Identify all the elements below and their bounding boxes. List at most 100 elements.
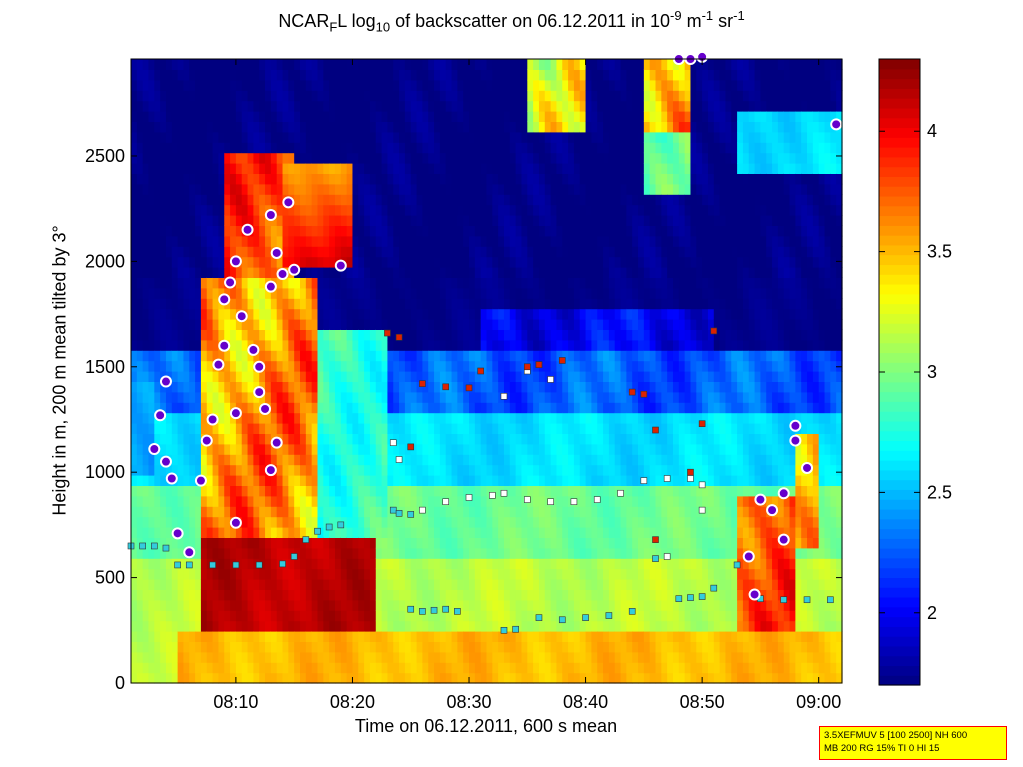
heatmap-cell [183, 152, 190, 164]
heatmap-cell [136, 163, 144, 174]
heatmap-cell [422, 464, 429, 476]
heatmap-cell [585, 495, 592, 507]
heatmap-cell [527, 381, 534, 393]
heatmap-cell [544, 329, 552, 341]
heatmap-cell [585, 631, 592, 642]
heatmap-cell [177, 579, 185, 590]
heatmap-cell [550, 256, 558, 268]
heatmap-cell [404, 79, 412, 91]
heatmap-cell [480, 79, 488, 91]
heatmap-cell [165, 131, 173, 143]
heatmap-cell [463, 90, 470, 102]
heatmap-cell [276, 225, 284, 237]
heatmap-cell [585, 672, 592, 684]
heatmap-cell [288, 579, 295, 590]
heatmap-cell [253, 267, 260, 278]
heatmap-cell [375, 183, 383, 195]
heatmap-cell [329, 339, 336, 351]
heatmap-cell [381, 610, 389, 622]
heatmap-cell [416, 662, 423, 674]
heatmap-cell [556, 475, 563, 486]
heatmap-cell [503, 371, 511, 382]
heatmap-cell [492, 402, 499, 414]
heatmap-cell [177, 225, 185, 237]
heatmap-cell [480, 131, 488, 143]
heatmap-cell [533, 454, 540, 466]
heatmap-cell [469, 194, 476, 206]
heatmap-cell [305, 433, 313, 445]
heatmap-cell [515, 277, 523, 289]
heatmap-cell [521, 527, 528, 538]
heatmap-cell [235, 620, 243, 632]
heatmap-cell [457, 319, 464, 330]
heatmap-cell [346, 402, 354, 414]
heatmap-cell [305, 610, 313, 622]
heatmap-cell [486, 308, 493, 320]
heatmap-cell [573, 111, 581, 122]
heatmap-cell [480, 308, 488, 320]
heatmap-cell [177, 672, 185, 684]
heatmap-cell [171, 235, 179, 247]
heatmap-cell [399, 183, 406, 195]
heatmap-cell [544, 579, 552, 590]
heatmap-cell [445, 537, 453, 549]
heatmap-cell [445, 287, 453, 299]
heatmap-cell [492, 277, 499, 289]
heatmap-cell [434, 339, 441, 351]
heatmap-cell [404, 412, 412, 424]
heatmap-cell [410, 568, 418, 580]
heatmap-cell [136, 79, 144, 91]
heatmap-cell [428, 121, 435, 133]
heatmap-cell [136, 402, 144, 414]
heatmap-cell [515, 59, 523, 70]
heatmap-cell [329, 215, 336, 226]
heatmap-cell [538, 90, 546, 102]
heatmap-cell [422, 287, 429, 299]
heatmap-cell [579, 620, 587, 632]
heatmap-cell [591, 69, 598, 81]
heatmap-cell [375, 131, 383, 143]
heatmap-cell [136, 277, 144, 289]
heatmap-cell [183, 485, 190, 497]
heatmap-cell [451, 111, 458, 122]
heatmap-cell [381, 558, 389, 570]
heatmap-cell [445, 194, 453, 206]
heatmap-cell [399, 225, 406, 237]
heatmap-cell [212, 443, 220, 455]
heatmap-cell [270, 391, 278, 403]
heatmap-cell [369, 111, 377, 122]
heatmap-cell [334, 319, 342, 330]
heatmap-cell [416, 298, 423, 310]
heatmap-cell [451, 423, 458, 434]
heatmap-cell [142, 651, 150, 663]
heatmap-cell [270, 412, 278, 424]
heatmap-cell [352, 225, 359, 237]
heatmap-cell [591, 329, 598, 341]
heatmap-cell [527, 547, 534, 559]
heatmap-cell [317, 100, 324, 112]
heatmap-cell [247, 443, 254, 455]
heatmap-cell [131, 527, 138, 538]
heatmap-cell [568, 443, 575, 455]
heatmap-cell [160, 475, 167, 486]
heatmap-cell [329, 319, 336, 330]
heatmap-cell [334, 527, 342, 538]
heatmap-cell [276, 610, 284, 622]
heatmap-cell [469, 204, 476, 216]
heatmap-cell [375, 267, 383, 278]
heatmap-cell [521, 433, 528, 445]
heatmap-cell [457, 100, 464, 112]
heatmap-cell [445, 610, 453, 622]
heatmap-cell [148, 599, 155, 611]
heatmap-cell [352, 537, 359, 549]
heatmap-cell [282, 163, 289, 174]
heatmap-cell [212, 287, 220, 299]
heatmap-cell [148, 79, 155, 91]
heatmap-cell [131, 194, 138, 206]
heatmap-cell [550, 433, 558, 445]
heatmap-cell [463, 454, 470, 466]
heatmap-cell [463, 506, 470, 518]
heatmap-cell [346, 287, 354, 299]
heatmap-cell [259, 131, 266, 143]
heatmap-cell [358, 662, 365, 674]
